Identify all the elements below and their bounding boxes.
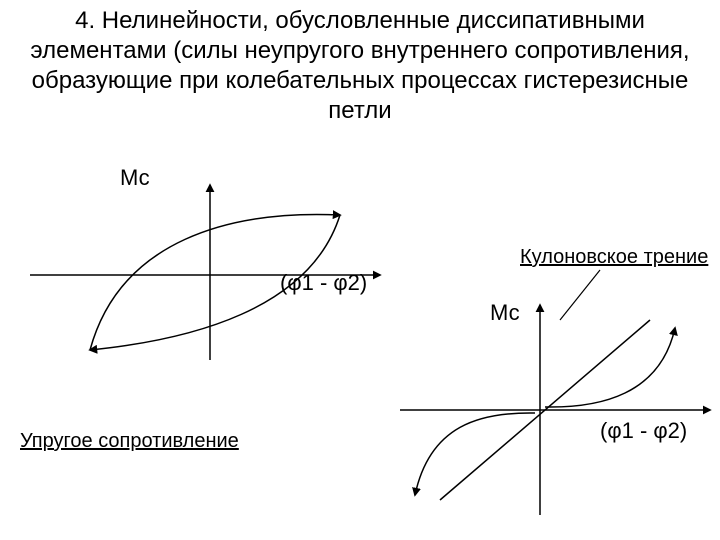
left-hysteresis-plot (30, 180, 390, 380)
left-plot-caption: Упругое сопротивление (20, 430, 239, 453)
page-title: 4. Нелинейности, обусловленные диссипати… (20, 6, 700, 126)
right-plot-caption: Кулоновское трение (520, 246, 708, 269)
right-coulomb-plot (400, 300, 720, 530)
